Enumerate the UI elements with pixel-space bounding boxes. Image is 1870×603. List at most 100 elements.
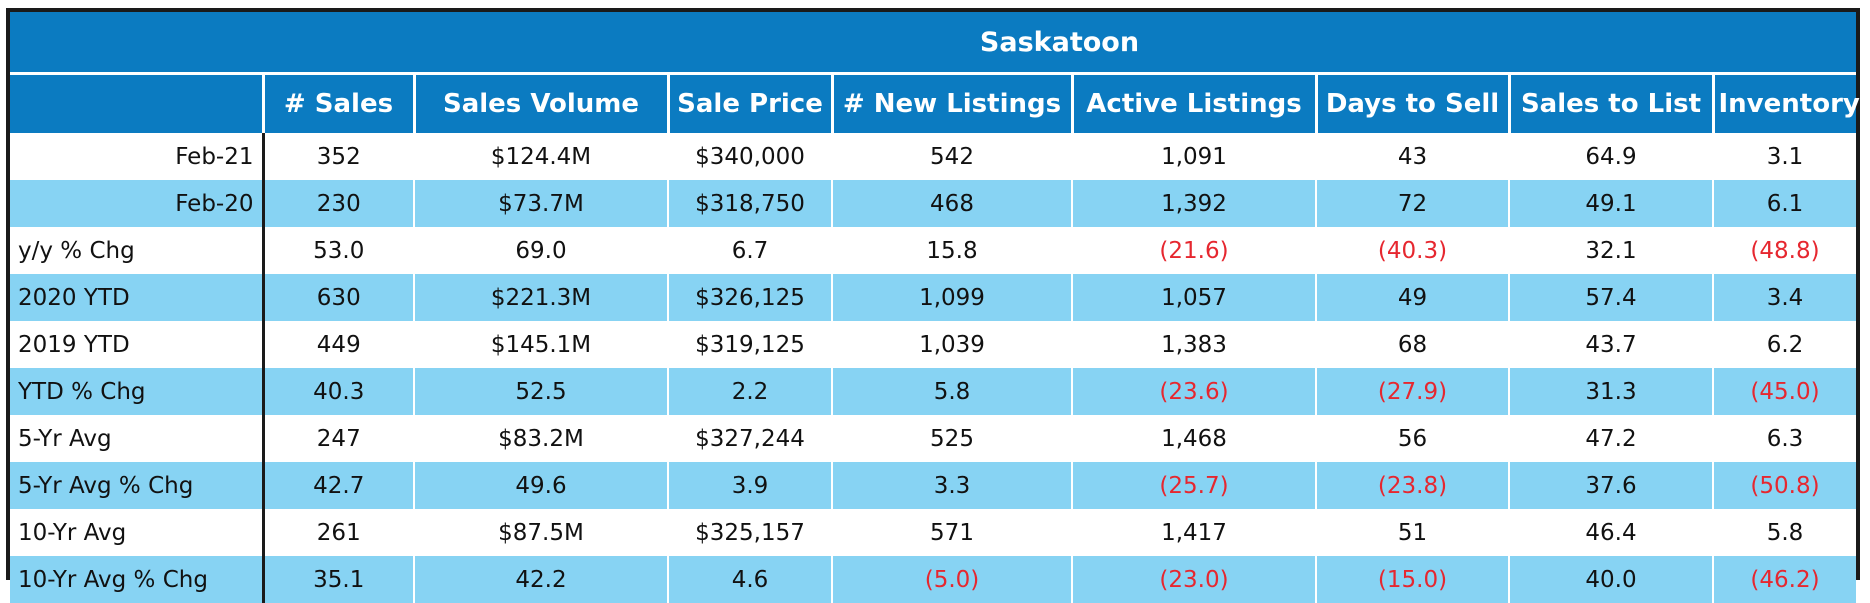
table-cell: (45.0) (1712, 368, 1856, 415)
table-cell: 1,039 (831, 321, 1072, 368)
table-row: 10-Yr Avg % Chg 35.1 42.2 4.6 (5.0) (23.0) (15… (10, 556, 1856, 603)
table-cell: 68 (1315, 321, 1509, 368)
table-cell: 3.4 (1712, 274, 1856, 321)
table-cell: $124.4M (413, 133, 668, 180)
table-title: Saskatoon (263, 12, 1856, 74)
table-cell: 5.8 (831, 368, 1072, 415)
table-row: Feb-21 352 $124.4M $340,000 542 1,091 43 64.9 3.… (10, 133, 1856, 180)
table-cell: 42.7 (262, 462, 414, 509)
table-cell: 52.5 (413, 368, 668, 415)
column-header: Active Listings (1070, 72, 1316, 133)
table-cell: (23.6) (1071, 368, 1316, 415)
table-cell: 468 (831, 180, 1072, 227)
table-cell: 1,468 (1071, 415, 1316, 462)
table-cell: 6.7 (667, 227, 832, 274)
table-cell: $83.2M (413, 415, 668, 462)
table-cell: 72 (1315, 180, 1509, 227)
table-cell: (23.8) (1315, 462, 1509, 509)
table-cell: 4.6 (667, 556, 832, 603)
table-cell: $327,244 (667, 415, 832, 462)
column-header: # Sales (261, 72, 414, 133)
table-cell: 49.1 (1508, 180, 1713, 227)
table-body: Feb-21 352 $124.4M $340,000 542 1,091 43 64.9 3.… (10, 133, 1856, 603)
table-cell: 37.6 (1508, 462, 1713, 509)
table-cell: 230 (262, 180, 414, 227)
table-cell: 53.0 (262, 227, 414, 274)
table-cell: $221.3M (413, 274, 668, 321)
table-cell: (48.8) (1712, 227, 1856, 274)
table-cell: (21.6) (1071, 227, 1316, 274)
table-cell: 69.0 (413, 227, 668, 274)
table-cell: 1,057 (1071, 274, 1316, 321)
table-cell: (40.3) (1315, 227, 1509, 274)
row-label: y/y % Chg (10, 227, 265, 274)
table-cell: (27.9) (1315, 368, 1509, 415)
table-cell: 35.1 (262, 556, 414, 603)
table-cell: 1,099 (831, 274, 1072, 321)
table-cell: $145.1M (413, 321, 668, 368)
table-cell: 31.3 (1508, 368, 1713, 415)
table-cell: 3.1 (1712, 133, 1856, 180)
table-cell: 6.3 (1712, 415, 1856, 462)
table-cell: 247 (262, 415, 414, 462)
table-cell: $325,157 (667, 509, 832, 556)
table-cell: 525 (831, 415, 1072, 462)
table-cell: $87.5M (413, 509, 668, 556)
title-row: Saskatoon (10, 12, 1856, 74)
table-cell: 57.4 (1508, 274, 1713, 321)
column-header: Sales Volume (412, 72, 668, 133)
table-cell: (23.0) (1071, 556, 1316, 603)
column-header: # New Listings (830, 72, 1072, 133)
table-cell: 47.2 (1508, 415, 1713, 462)
table-cell: 449 (262, 321, 414, 368)
table-cell: 6.2 (1712, 321, 1856, 368)
column-header: Sale Price (666, 72, 832, 133)
table-row: 5-Yr Avg 247 $83.2M $327,244 525 1,468 56 47.2 6… (10, 415, 1856, 462)
table-cell: 630 (262, 274, 414, 321)
table-cell: 43 (1315, 133, 1509, 180)
table-cell: (5.0) (831, 556, 1072, 603)
table-row: 5-Yr Avg % Chg 42.7 49.6 3.9 3.3 (25.7) (23.8)… (10, 462, 1856, 509)
table-cell: 1,091 (1071, 133, 1316, 180)
table-cell: 3.3 (831, 462, 1072, 509)
row-label: 5-Yr Avg (10, 415, 265, 462)
table-cell: 3.9 (667, 462, 832, 509)
table-cell: 40.0 (1508, 556, 1713, 603)
table-cell: 1,383 (1071, 321, 1316, 368)
table-cell: 571 (831, 509, 1072, 556)
table-row: 10-Yr Avg 261 $87.5M $325,157 571 1,417 51 46.4… (10, 509, 1856, 556)
row-label: 5-Yr Avg % Chg (10, 462, 265, 509)
sales-stats-table: Saskatoon # Sales Sales Volume Sale Price #… (10, 12, 1860, 603)
table-row: YTD % Chg 40.3 52.5 2.2 5.8 (23.6) (27.9) 31.3(… (10, 368, 1856, 415)
table-cell: (15.0) (1315, 556, 1509, 603)
table-cell: 542 (831, 133, 1072, 180)
table-cell: 6.1 (1712, 180, 1856, 227)
table-cell: (50.8) (1712, 462, 1856, 509)
table-cell: 5.8 (1712, 509, 1856, 556)
table-row: Feb-20 230 $73.7M $318,750 468 1,392 72 49.1 6.1 (10, 180, 1856, 227)
table-cell: (46.2) (1712, 556, 1856, 603)
column-header-row: # Sales Sales Volume Sale Price # New Listi… (10, 72, 1860, 133)
table-cell: 352 (262, 133, 414, 180)
table-cell: 1,392 (1071, 180, 1316, 227)
table-cell: 261 (262, 509, 414, 556)
sales-stats-table-frame: Saskatoon # Sales Sales Volume Sale Price #… (6, 8, 1860, 603)
column-header: Inventory (1711, 72, 1860, 133)
row-label: Feb-21 (10, 133, 265, 180)
row-label: 2019 YTD (10, 321, 265, 368)
row-label: 10-Yr Avg % Chg (10, 556, 265, 603)
table-cell: 51 (1315, 509, 1509, 556)
column-header: Days to Sell (1314, 72, 1509, 133)
table-cell: 49 (1315, 274, 1509, 321)
table-cell: 43.7 (1508, 321, 1713, 368)
table-cell: 32.1 (1508, 227, 1713, 274)
table-row: y/y % Chg 53.0 69.0 6.7 15.8 (21.6) (40.3) 32.1… (10, 227, 1856, 274)
row-label: 2020 YTD (10, 274, 265, 321)
row-label: Feb-20 (10, 180, 265, 227)
table-cell: 40.3 (262, 368, 414, 415)
table-cell: 56 (1315, 415, 1509, 462)
title-blank-cell (10, 12, 263, 74)
table-cell: 49.6 (413, 462, 668, 509)
table-cell: $319,125 (667, 321, 832, 368)
table-cell: $340,000 (667, 133, 832, 180)
